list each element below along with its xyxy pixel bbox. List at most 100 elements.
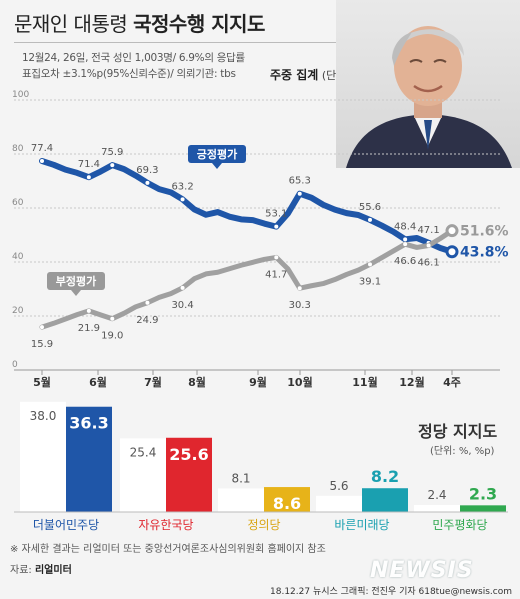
newsis-watermark-logo: NEWSIS — [370, 558, 474, 583]
party-name-label: 자유한국당 — [138, 518, 193, 532]
disapproval-legend-box — [47, 272, 105, 290]
data-label: 77.4 — [31, 143, 53, 154]
disapproval-line — [39, 228, 455, 330]
data-point — [180, 285, 185, 290]
data-point — [110, 163, 115, 168]
bar-current — [362, 488, 408, 512]
party-chart-title: 정당 지지도 — [418, 422, 498, 441]
data-label: 39.1 — [359, 276, 381, 287]
bar-current — [264, 487, 310, 512]
data-label: 55.6 — [359, 202, 381, 213]
approval-trend-chart: 100 80 60 40 20 0 5월 6월 7월 8월 9월 10월 11월 12월 4주 77.4 71.… — [12, 90, 509, 389]
data-point — [274, 224, 279, 229]
unit-bold: 주중 집계 — [270, 68, 319, 82]
bar-label-previous: 25.4 — [130, 445, 157, 459]
y-tick-label: 40 — [12, 252, 24, 262]
bar-previous — [120, 438, 166, 512]
data-label: 48.4 — [394, 221, 416, 232]
x-tick-label: 9월 — [249, 375, 267, 389]
source-name: 리얼미터 — [34, 565, 72, 576]
y-tick-label: 20 — [12, 306, 24, 316]
source-label: 자료: — [10, 565, 32, 576]
data-label: 65.3 — [289, 176, 311, 187]
data-label: 21.9 — [78, 323, 100, 334]
survey-info-1: 12월24, 26일, 전국 성인 1,003명/ 6.9%의 응답률 — [22, 52, 245, 64]
data-point — [86, 175, 91, 180]
x-tick-label: 8월 — [188, 375, 206, 389]
data-point — [297, 191, 302, 196]
x-tick-label: 12월 — [399, 375, 424, 389]
data-label: 75.9 — [101, 147, 123, 158]
bar-previous — [414, 505, 460, 512]
data-point — [274, 255, 279, 260]
data-point — [40, 325, 44, 330]
party-name-label: 정의당 — [247, 518, 280, 532]
x-tick-label: 4주 — [443, 376, 461, 389]
bar-current — [66, 406, 112, 512]
party-name-label: 민주평화당 — [432, 518, 487, 532]
bar-previous — [218, 488, 264, 512]
data-label: 19.0 — [101, 331, 123, 342]
title-rule — [14, 42, 414, 43]
data-point — [110, 316, 115, 321]
end-marker — [445, 224, 459, 238]
bar-label-current: 36.3 — [69, 414, 108, 433]
bar-label-current: 2.3 — [469, 484, 497, 503]
data-point — [145, 300, 150, 305]
bar-label-current: 8.6 — [273, 494, 301, 513]
legend-label: 부정평가 — [56, 274, 96, 288]
survey-info-2: 표집오차 ±3.1%p(95%신뢰수준)/ 의뢰기관: tbs — [22, 68, 236, 80]
party-name-label: 바른미래당 — [334, 518, 389, 532]
chart-title: 문재인 대통령 국정수행 지지도 — [14, 8, 265, 37]
data-label: 51.6% — [460, 224, 509, 240]
end-marker — [445, 245, 459, 259]
data-point — [368, 217, 372, 222]
legend-pointer — [71, 290, 81, 296]
data-label: 43.8% — [460, 245, 509, 261]
data-point — [403, 242, 408, 247]
data-point — [86, 308, 91, 313]
data-point — [297, 286, 302, 291]
data-label: 15.9 — [31, 339, 53, 350]
x-tick-label: 6월 — [89, 375, 107, 389]
y-tick-label: 60 — [12, 198, 24, 208]
data-label: 53.1 — [265, 209, 287, 220]
bar-previous — [316, 495, 362, 512]
bar-label-current: 8.2 — [371, 467, 399, 486]
data-label: 46.6 — [394, 256, 416, 267]
data-label: 71.4 — [78, 159, 100, 170]
x-tick-label: 11월 — [352, 375, 377, 389]
bar-current — [166, 437, 212, 512]
data-label: 24.9 — [136, 315, 158, 326]
x-tick-label: 10월 — [287, 375, 312, 389]
data-point — [145, 180, 150, 185]
data-label: 63.2 — [171, 181, 193, 192]
bar-label-previous: 5.6 — [329, 479, 348, 493]
y-tick-label: 0 — [12, 360, 18, 370]
x-tick-label: 5월 — [33, 375, 51, 389]
title-light: 문재인 대통령 — [14, 12, 128, 36]
legend-label: 긍정평가 — [197, 147, 237, 161]
y-tick-label: 80 — [12, 144, 24, 154]
footer-credit: 18.12.27 뉴시스 그래픽: 전진우 기자 618tue@newsis.c… — [270, 587, 513, 597]
data-point — [403, 237, 408, 242]
approval-legend-box — [188, 145, 246, 163]
title-bold: 국정수행 지지도 — [133, 12, 265, 36]
party-name-label: 더불어민주당 — [33, 518, 99, 532]
data-point — [40, 159, 44, 164]
bar-label-previous: 2.4 — [427, 488, 446, 502]
approval-line — [39, 158, 455, 255]
data-point — [180, 197, 185, 202]
bar-label-previous: 8.1 — [231, 472, 250, 486]
data-label: 30.4 — [171, 300, 193, 311]
bar-current — [460, 505, 506, 512]
bar-previous — [20, 401, 66, 512]
data-label: 47.1 — [417, 225, 439, 236]
bar-label-previous: 38.0 — [30, 409, 57, 423]
party-chart-unit: (단위: %, %p) — [430, 446, 495, 457]
source-note: 자료: 리얼미터 — [10, 561, 72, 576]
x-tick-label: 7월 — [144, 375, 162, 389]
detail-note: ※ 자세한 결과는 리얼미터 또는 중앙선거여론조사심의위원회 홈페이지 참조 — [10, 544, 326, 555]
data-label: 41.7 — [265, 269, 287, 280]
data-point — [426, 243, 431, 248]
